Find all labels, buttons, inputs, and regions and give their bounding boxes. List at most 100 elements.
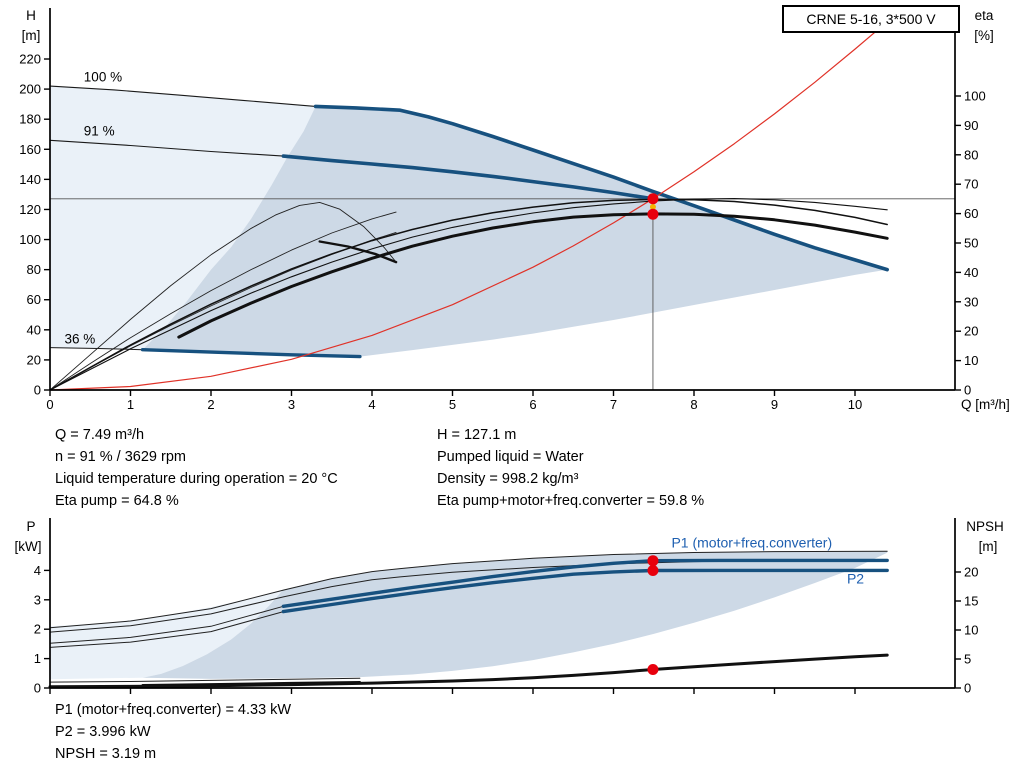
info-line-temperature: Liquid temperature during operation = 20…	[55, 471, 338, 487]
eta-fan-1	[49, 201, 397, 391]
speed-label-36: 36 %	[64, 331, 95, 346]
tick-label: 0	[964, 383, 971, 398]
y-right-unit: [%]	[974, 28, 994, 43]
tick-label: 3	[34, 592, 41, 607]
duty-info-right: H = 127.1 m Pumped liquid = Water Densit…	[437, 424, 704, 512]
tick-label: 90	[964, 118, 978, 133]
duty-point-eta[interactable]	[647, 208, 659, 220]
tick-label: 100	[964, 89, 986, 104]
y-right-title: NPSH	[966, 519, 1004, 534]
tick-label: 70	[964, 177, 978, 192]
tick-label: 30	[964, 294, 978, 309]
tick-label: 80	[964, 147, 978, 162]
qh-eta-chart: 0204060801001201401601802002200102030405…	[19, 8, 1010, 412]
pump-model-label: CRNE 5-16, 3*500 V	[806, 11, 936, 27]
eta-curve-100pct	[49, 198, 888, 391]
info-line-eta-total: Eta pump+motor+freq.converter = 59.8 %	[437, 493, 705, 509]
tick-label: 60	[964, 206, 978, 221]
tick-label: 2	[207, 397, 214, 412]
power-info-panel: P1 (motor+freq.converter) = 4.33 kW P2 =…	[55, 699, 291, 765]
curve-36pct	[140, 348, 362, 359]
tick-label: 120	[19, 202, 41, 217]
system-curve	[49, 24, 884, 391]
y-left-title: P	[26, 519, 35, 534]
tick-label: 180	[19, 112, 41, 127]
info-line-density: Density = 998.2 kg/m³	[437, 471, 579, 487]
tick-label: 1	[127, 397, 134, 412]
tick-label: 80	[27, 262, 41, 277]
curve-100pct-limit	[313, 104, 890, 272]
power-min-thin	[49, 677, 361, 683]
tick-label: 10	[848, 397, 862, 412]
y-right-unit: [m]	[979, 539, 998, 554]
best-eff-marker	[649, 203, 656, 210]
tick-label: 0	[46, 397, 53, 412]
tick-label: 20	[964, 565, 978, 580]
p2-curve	[281, 568, 889, 614]
tick-label: 9	[771, 397, 778, 412]
tick-label: 10	[964, 353, 978, 368]
speed-label-91: 91 %	[84, 124, 115, 139]
duty-info-left: Q = 7.49 m³/h n = 91 % / 3629 rpm Liquid…	[55, 424, 338, 512]
info-line-eta-pump: Eta pump = 64.8 %	[55, 493, 179, 509]
tick-label: 3	[288, 397, 295, 412]
p1-curve	[281, 558, 889, 608]
p1-curve-label: P1 (motor+freq.converter)	[671, 534, 832, 550]
tick-label: 220	[19, 52, 41, 67]
p1-100pct-curve	[49, 550, 888, 629]
duty-point-npsh[interactable]	[647, 663, 659, 675]
pump-model-box: CRNE 5-16, 3*500 V	[782, 5, 960, 33]
info-line-speed: n = 91 % / 3629 rpm	[55, 449, 186, 465]
tick-label: 20	[964, 324, 978, 339]
duty-info-panel: Q = 7.49 m³/h n = 91 % / 3629 rpm Liquid…	[0, 424, 1024, 516]
tick-label: 0	[34, 383, 41, 398]
tick-label: 15	[964, 594, 978, 609]
power-npsh-chart: 0 1 2 3 4 0 5 10 15 20 P1 (motor+freq.converter) P2…	[15, 518, 1004, 696]
speed-label-100: 100 %	[84, 70, 122, 85]
info-line-liquid: Pumped liquid = Water	[437, 449, 584, 465]
y-left-unit: [kW]	[15, 539, 42, 554]
tick-label: 5	[964, 652, 971, 667]
eta-curve-total	[177, 212, 889, 339]
tick-label: 60	[27, 292, 41, 307]
tick-label: 6	[529, 397, 536, 412]
duty-point-head[interactable]	[647, 193, 659, 205]
y-left-unit: [m]	[22, 28, 41, 43]
power-envelope-left	[50, 589, 284, 680]
tick-label: 8	[690, 397, 697, 412]
power-envelope-main	[142, 551, 888, 679]
curve-100pct-thin	[49, 85, 317, 107]
tick-label: 50	[964, 236, 978, 251]
p2-91pct-thin	[49, 611, 284, 648]
y-right-title: eta	[975, 8, 994, 23]
info-line-npsh: NPSH = 3.19 m	[55, 746, 157, 762]
npsh-curve	[48, 653, 889, 689]
envelope-left	[50, 86, 316, 350]
info-line-h: H = 127.1 m	[437, 427, 517, 443]
tick-label: 5	[449, 397, 456, 412]
p1-91pct-thin	[49, 605, 284, 644]
tick-label: 20	[27, 352, 41, 367]
eta-fan-1-limit	[318, 240, 398, 264]
tick-label: 4	[34, 563, 41, 578]
tick-label: 100	[19, 232, 41, 247]
tick-label: 160	[19, 142, 41, 157]
x-axis-title: Q [m³/h]	[961, 397, 1010, 412]
eta-curve-91pct	[49, 198, 888, 391]
tick-label: 4	[368, 397, 375, 412]
tick-label: 40	[27, 322, 41, 337]
info-line-p2: P2 = 3.996 kW	[55, 724, 151, 740]
tick-label: 7	[610, 397, 617, 412]
duty-point-p2[interactable]	[647, 565, 659, 577]
tick-label: 40	[964, 265, 978, 280]
curve-36pct-thin	[49, 347, 144, 351]
duty-point-p1[interactable]	[647, 555, 659, 567]
tick-label: 10	[964, 623, 978, 638]
y-left-title: H	[26, 8, 36, 23]
tick-label: 200	[19, 82, 41, 97]
info-line-q: Q = 7.49 m³/h	[55, 427, 145, 443]
curve-91pct-thin	[49, 139, 284, 157]
tick-label: 0	[964, 681, 971, 696]
tick-label: 0	[34, 681, 41, 696]
